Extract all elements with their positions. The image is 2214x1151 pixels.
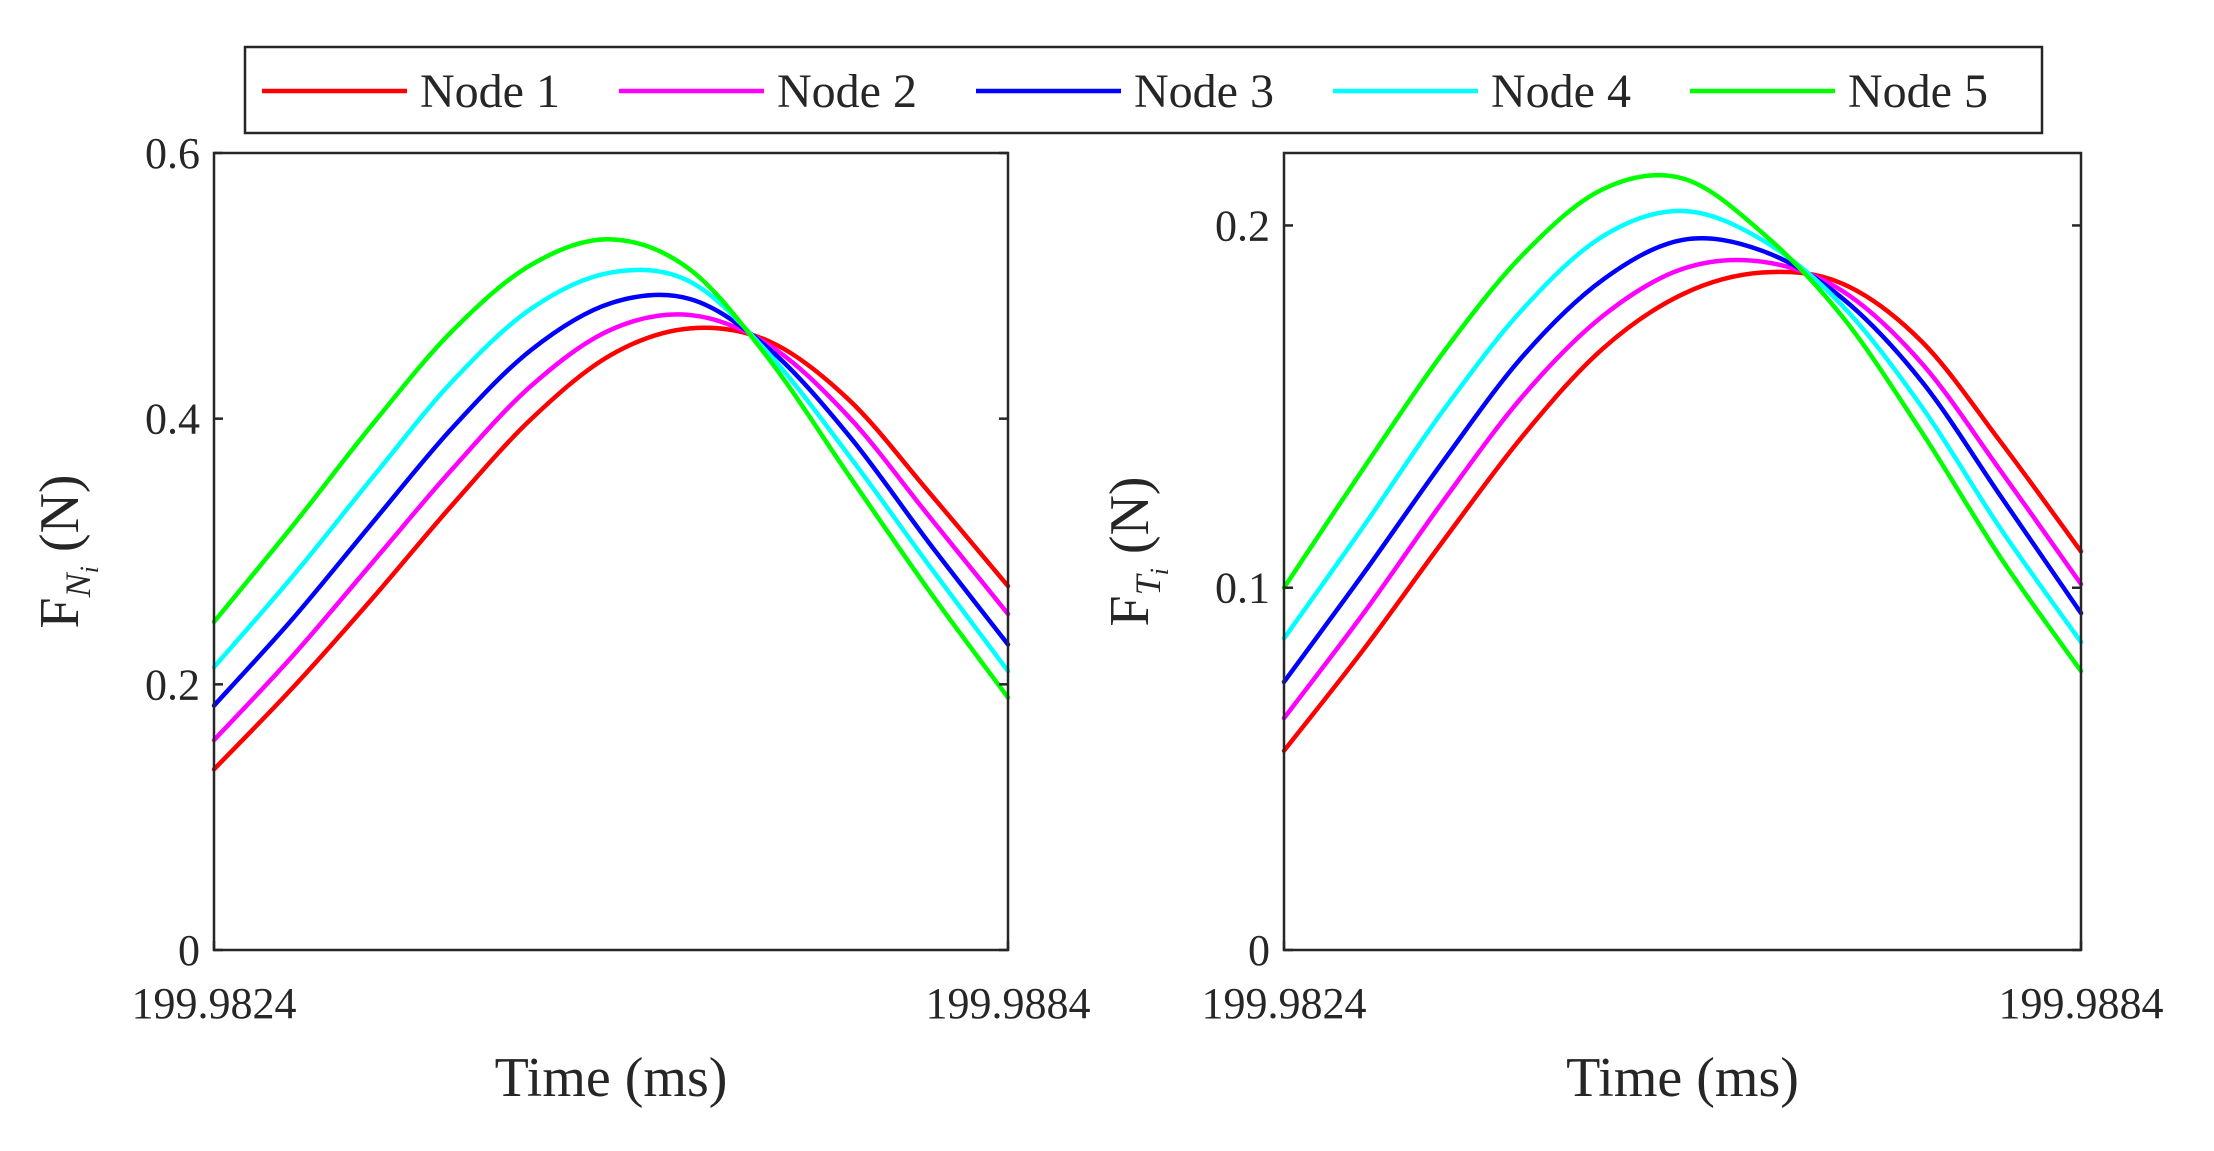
svg-text:FTi(N): FTi (N) [1099,476,1174,626]
legend: Node 1 Node 2 Node 3 Node 4 Node 5 [243,45,2044,135]
series-line-node-2 [1281,257,2084,721]
legend-label-1: Node 1 [420,65,560,118]
svg-text:FNi(N): FNi (N) [29,474,104,628]
series-line-node-2 [211,312,1011,743]
x-axis-label: Time (ms) [1566,1047,1799,1109]
series-line-node-1 [1281,269,2084,753]
y-axis-label: FNi (N) [29,474,104,628]
y-label-subscript: T [1128,572,1168,595]
y-tick-label: 0.4 [145,395,200,444]
y-tick-label: 0.2 [1215,201,1270,250]
y-label-subscript: N [58,571,98,598]
y-label-subsubscript: i [1145,568,1174,575]
x-tick-label: 199.9884 [926,979,1091,1028]
y-label-unit: (N) [29,474,91,552]
axes-frame [212,151,1010,952]
y-label-main: F [29,597,91,628]
legend-label-2: Node 2 [777,65,917,118]
series-line-node-4 [211,267,1011,674]
series-line-node-5 [1281,172,2084,674]
y-axis-label: FTi (N) [1099,476,1174,626]
series-line-node-1 [211,325,1011,772]
y-tick-label: 0.1 [1215,564,1270,613]
y-tick-label: 0 [178,926,200,975]
legend-label-3: Node 3 [1134,65,1274,118]
legend-label-4: Node 4 [1491,65,1631,118]
x-tick-label: 199.9824 [132,979,297,1028]
series-line-node-4 [1281,208,2084,645]
series-line-node-3 [211,292,1011,708]
left-plot: 0 0.2 0.4 0.6 199.9824 199.9884 Time (ms) FNi (N… [29,129,1091,1109]
plot-area [1284,153,2081,950]
x-tick-label: 199.9884 [1999,979,2164,1028]
series-line-node-5 [211,237,1011,700]
x-tick-label: 199.9824 [1202,979,1367,1028]
x-axis-label: Time (ms) [495,1047,728,1109]
y-label-unit: (N) [1099,476,1161,554]
y-tick-label: 0.2 [145,660,200,709]
y-tick-label: 0.6 [145,129,200,178]
legend-label-5: Node 5 [1848,65,1988,118]
right-plot: 0 0.1 0.2 199.9824 199.9884 Time (ms) FTi (N) [1099,151,2164,1109]
series-line-node-3 [1281,236,2084,685]
y-tick-label: 0 [1248,926,1270,975]
y-label-main: F [1099,595,1161,626]
y-label-subsubscript: i [75,566,104,573]
axes-frame [1282,151,2083,952]
